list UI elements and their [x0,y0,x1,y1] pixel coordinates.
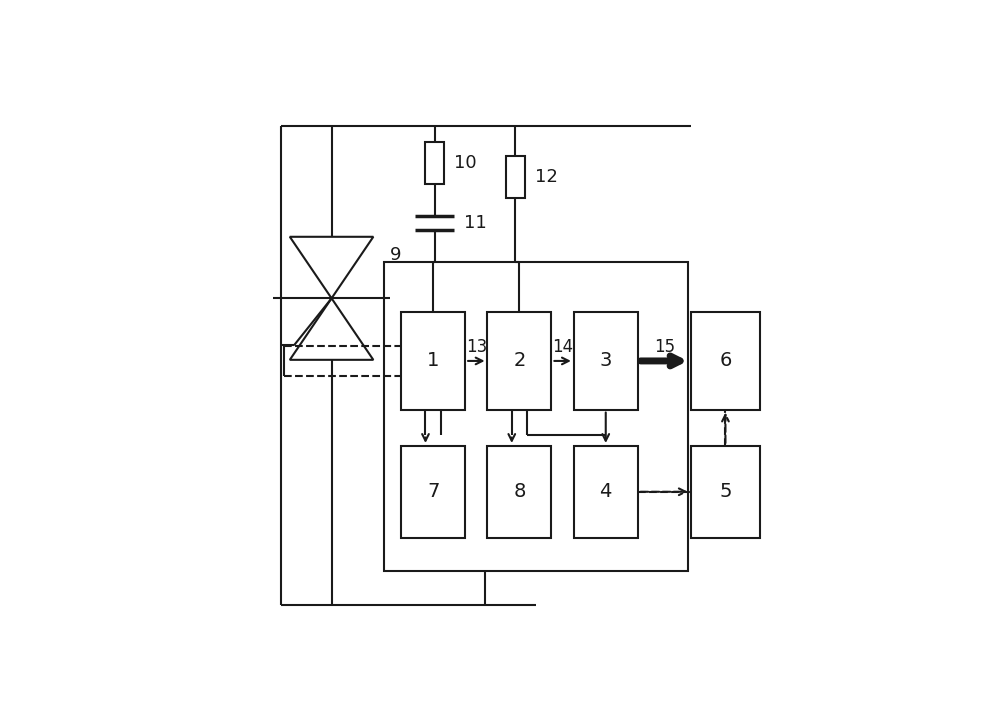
Bar [425,142,444,184]
Text: 7: 7 [427,482,439,501]
Text: 8: 8 [513,482,526,501]
Text: 11: 11 [464,214,487,232]
Bar [574,446,638,538]
Text: 9: 9 [390,246,401,264]
Text: 14: 14 [552,338,573,356]
Bar [506,156,525,198]
Text: 10: 10 [454,154,477,172]
Text: 6: 6 [719,351,732,370]
Bar [691,312,760,410]
Text: 1: 1 [427,351,439,370]
Text: 13: 13 [466,338,487,356]
Bar [487,446,551,538]
Bar [487,312,551,410]
Text: 2: 2 [513,351,526,370]
Text: 3: 3 [600,351,612,370]
Text: 4: 4 [600,482,612,501]
Bar [574,312,638,410]
Text: 15: 15 [654,338,675,356]
Bar [691,446,760,538]
Text: 12: 12 [535,168,558,187]
Text: 5: 5 [719,482,732,501]
Bar [401,446,465,538]
Bar [401,312,465,410]
Bar [384,262,688,571]
